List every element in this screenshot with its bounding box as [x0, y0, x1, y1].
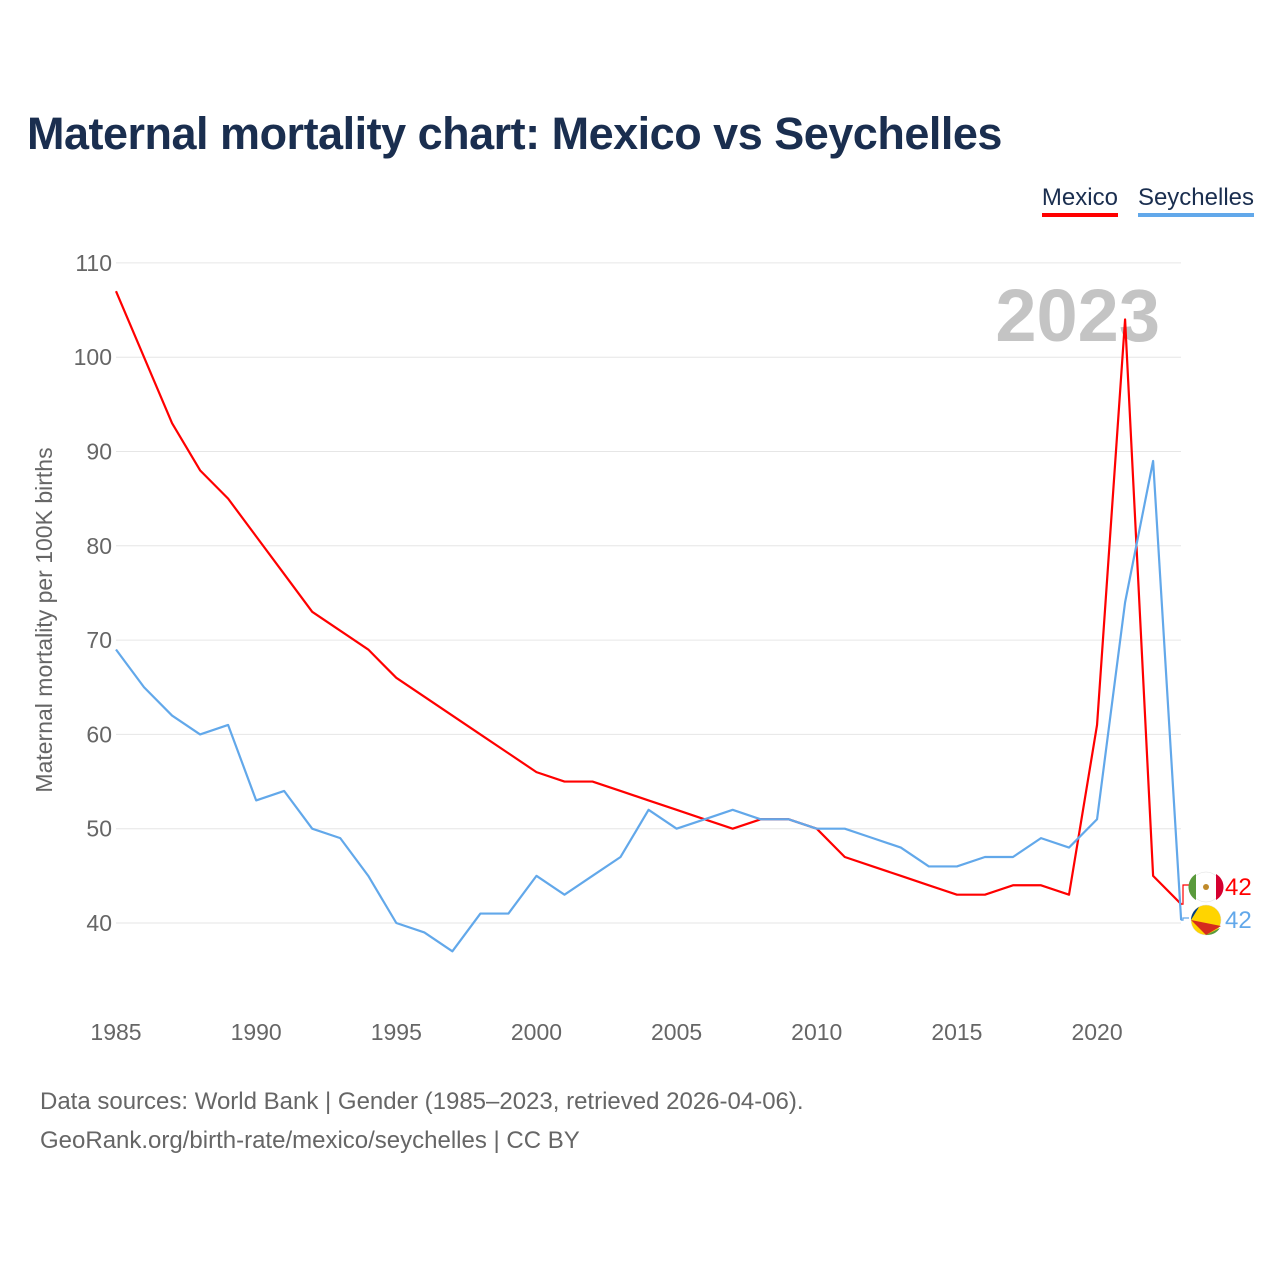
y-tick-label: 110 [75, 250, 112, 276]
legend-seychelles[interactable]: Seychelles [1137, 184, 1254, 217]
end-value-label: 42 [1225, 907, 1252, 934]
y-tick-label: 70 [86, 627, 112, 653]
y-tick-label: 40 [86, 910, 112, 936]
end-connector [1181, 917, 1189, 921]
end-value-label: 42 [1225, 874, 1252, 901]
y-tick-label: 50 [86, 816, 112, 842]
series-line-seychelles [115, 459, 1183, 953]
series-line-mexico [114, 290, 1182, 905]
year-watermark: 2023 [995, 274, 1160, 357]
footer-link[interactable]: GeoRank.org/birth-rate/mexico/seychelles… [40, 1127, 580, 1154]
x-tick-label: 2020 [1071, 1019, 1122, 1045]
x-tick-label: 1995 [371, 1019, 422, 1045]
x-tick-label: 2010 [791, 1019, 842, 1045]
x-tick-label: 1985 [90, 1019, 141, 1045]
x-tick-label: 2015 [931, 1019, 982, 1045]
y-tick-label: 90 [86, 439, 112, 465]
chart-title: Maternal mortality chart: Mexico vs Seyc… [27, 108, 1002, 159]
footer-source: Data sources: World Bank | Gender (1985–… [40, 1088, 804, 1115]
y-tick-label: 100 [74, 344, 112, 370]
x-tick-label: 2005 [651, 1019, 702, 1045]
x-tick-label: 2000 [511, 1019, 562, 1045]
y-axis-label: Maternal mortality per 100K births [31, 447, 57, 792]
legend: Mexico Seychelles [1041, 184, 1254, 217]
legend-mexico[interactable]: Mexico [1041, 184, 1118, 217]
end-connector [1181, 884, 1189, 905]
x-tick-label: 1990 [231, 1019, 282, 1045]
y-tick-label: 80 [86, 533, 112, 559]
y-tick-label: 60 [86, 721, 112, 747]
